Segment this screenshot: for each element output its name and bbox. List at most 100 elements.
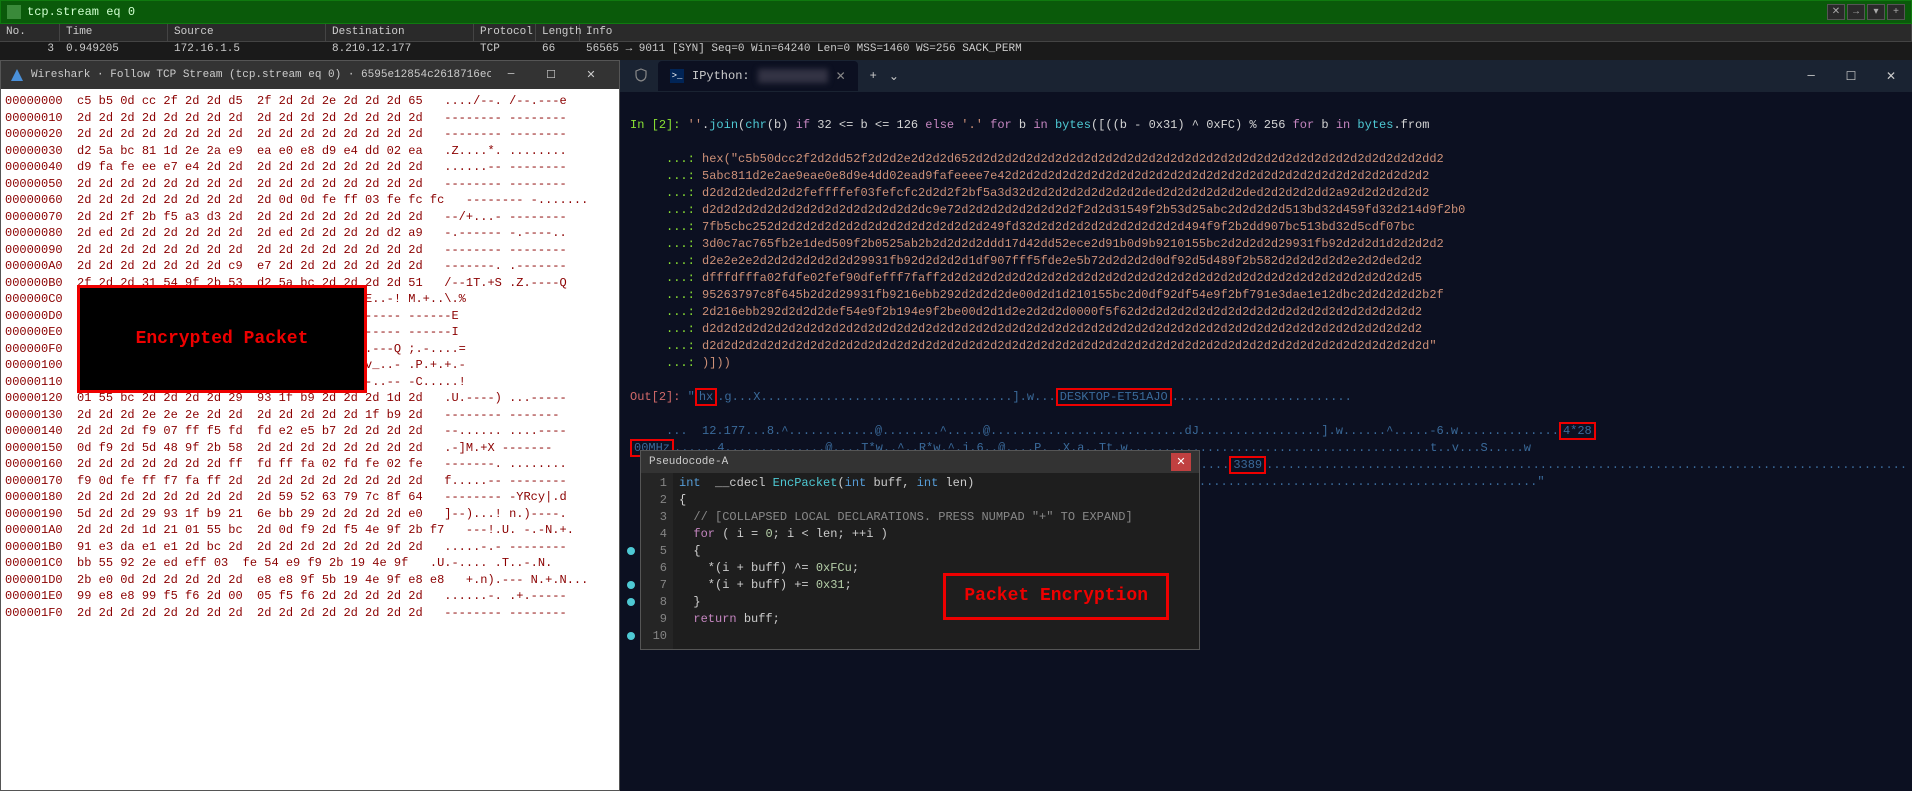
out-hx-box: hx [695,388,717,406]
terminal-panel: >_ IPython: ✕ + ⌄ ─ ☐ ✕ In [2]: ''.join(… [620,60,1912,791]
hex-line: 00000190 5d 2d 2d 29 93 1f b9 21 6e bb 2… [5,506,615,523]
ipy-hex-line: ...: dfffdfffa02fdfe02fef90dfefff7faff2d… [630,270,1907,287]
ipy-hex-line: ...: 2d216ebb292d2d2d2def54e9f2b194e9f2b… [630,304,1907,321]
ipy-hex-line: ...: d2d2d2d2d2d2d2d2d2d2d2d2d2d2d2d2d2d… [630,321,1907,338]
ipy-hex-line: ...: 7fb5cbc252d2d2d2d2d2d2d2d2d2d2d2d2d… [630,219,1907,236]
tab-dropdown-icon[interactable]: ⌄ [889,69,899,84]
pseudo-line: { [679,543,1193,560]
ipy-hex-line: ...: d2e2e2e2d2d2d2d2d2d2d29931fb92d2d2d… [630,253,1907,270]
filter-icon [7,5,21,19]
hex-line: 00000010 2d 2d 2d 2d 2d 2d 2d 2d 2d 2d 2… [5,110,615,127]
hex-line: 00000050 2d 2d 2d 2d 2d 2d 2d 2d 2d 2d 2… [5,176,615,193]
hex-line: 00000040 d9 fa fe ee e7 e4 2d 2d 2d 2d 2… [5,159,615,176]
col-time[interactable]: Time [60,24,168,41]
maximize-button[interactable]: ☐ [531,61,571,89]
hex-line: 00000170 f9 0d fe ff f7 fa ff 2d 2d 2d 2… [5,473,615,490]
pseudocode-panel: Pseudocode-A ✕ 12345678910 int __cdecl E… [640,450,1200,650]
display-filter-bar[interactable]: tcp.stream eq 0 ✕ → ▾ + [0,0,1912,24]
filter-clear-button[interactable]: ✕ [1827,4,1845,20]
terminal-tabbar: >_ IPython: ✕ + ⌄ ─ ☐ ✕ [620,60,1912,92]
term-minimize-button[interactable]: ─ [1791,60,1831,92]
term-close-button[interactable]: ✕ [1871,60,1911,92]
col-no[interactable]: No. [0,24,60,41]
cell-no: 3 [0,42,60,60]
pseudocode-close-button[interactable]: ✕ [1171,453,1191,471]
col-destination[interactable]: Destination [326,24,474,41]
ipy-hex-line: ...: 3d0c7ac765fb2e1ded509f2b0525ab2b2d2… [630,236,1907,253]
out-3389-box: 3389 [1229,456,1266,474]
col-info[interactable]: Info [580,24,1912,41]
tcp-titlebar[interactable]: Wireshark · Follow TCP Stream (tcp.strea… [1,61,619,89]
term-maximize-button[interactable]: ☐ [1831,60,1871,92]
hex-line: 00000030 d2 5a bc 81 1d 2e 2a e9 ea e0 e… [5,143,615,160]
ipy-hex-line: ...: 5abc811d2e2ae9eae0e8d9e4dd02ead9faf… [630,168,1907,185]
pseudocode-gutter: 12345678910 [641,473,673,649]
ipy-hex-line: ...: )])) [630,355,1907,372]
ipy-hex-line: ...: hex("c5b50dcc2f2d2dd52f2d2d2e2d2d2d… [630,151,1907,168]
tab-label: IPython: [692,69,750,83]
pseudocode-title: Pseudocode-A [649,456,1171,468]
encrypted-packet-label: Encrypted Packet [77,285,367,393]
hex-line: 00000020 2d 2d 2d 2d 2d 2d 2d 2d 2d 2d 2… [5,126,615,143]
ipy-hex-line: ...: d2d2d2d2d2d2d2d2d2d2d2d2d2d2d2dc9e7… [630,202,1907,219]
hex-line: 00000160 2d 2d 2d 2d 2d 2d 2d ff fd ff f… [5,456,615,473]
col-length[interactable]: Length [536,24,580,41]
close-button[interactable]: ✕ [571,61,611,89]
hex-line: 000001C0 bb 55 92 2e ed eff 03 fe 54 e9 … [5,555,615,572]
packet-encryption-label: Packet Encryption [943,573,1169,620]
packet-row[interactable]: 3 0.949205 172.16.1.5 8.210.12.177 TCP 6… [0,42,1912,60]
ipy-hex-line: ...: 95263797c8f645b2d2d29931fb9216ebb29… [630,287,1907,304]
filter-apply-button[interactable]: → [1847,4,1865,20]
hex-line: 000001D0 2b e0 0d 2d 2d 2d 2d 2d e8 e8 9… [5,572,615,589]
cell-destination: 8.210.12.177 [326,42,474,60]
terminal-tab[interactable]: >_ IPython: ✕ [658,61,858,91]
pseudocode-titlebar[interactable]: Pseudocode-A ✕ [641,451,1199,473]
hex-line: 00000150 0d f9 2d 5d 48 9f 2b 58 2d 2d 2… [5,440,615,457]
hex-line: 000001A0 2d 2d 2d 1d 21 01 55 bc 2d 0d f… [5,522,615,539]
tcp-stream-window: Wireshark · Follow TCP Stream (tcp.strea… [0,60,620,791]
pseudo-line: int __cdecl EncPacket(int buff, int len) [679,475,1193,492]
wireshark-icon [9,67,25,83]
hex-line: 00000140 2d 2d 2d f9 07 ff f5 fd fd e2 e… [5,423,615,440]
shield-icon [634,68,650,84]
new-tab-button[interactable]: + [870,69,877,83]
pseudo-line: for ( i = 0; i < len; ++i ) [679,526,1193,543]
cell-length: 66 [536,42,580,60]
filter-add-button[interactable]: + [1887,4,1905,20]
hex-line: 00000000 c5 b5 0d cc 2f 2d 2d d5 2f 2d 2… [5,93,615,110]
filter-text[interactable]: tcp.stream eq 0 [27,5,1827,19]
main-area: Wireshark · Follow TCP Stream (tcp.strea… [0,60,1912,791]
ipython-output[interactable]: In [2]: ''.join(chr(b) if 32 <= b <= 126… [620,92,1912,791]
powershell-icon: >_ [670,69,684,83]
hex-line: 000001F0 2d 2d 2d 2d 2d 2d 2d 2d 2d 2d 2… [5,605,615,622]
filter-buttons: ✕ → ▾ + [1827,4,1905,20]
hex-line: 00000070 2d 2d 2f 2b f5 a3 d3 2d 2d 2d 2… [5,209,615,226]
hex-line: 000001E0 99 e8 e8 99 f5 f6 2d 00 05 f5 f… [5,588,615,605]
pseudocode-body[interactable]: 12345678910 int __cdecl EncPacket(int bu… [641,473,1199,649]
minimize-button[interactable]: ─ [491,61,531,89]
hex-line: 000001B0 91 e3 da e1 e1 2d bc 2d 2d 2d 2… [5,539,615,556]
ipy-hex-line: ...: d2d2d2d2d2d2d2d2d2d2d2d2d2d2d2d2d2d… [630,338,1907,355]
hex-line: 00000060 2d 2d 2d 2d 2d 2d 2d 2d 2d 0d 0… [5,192,615,209]
cell-time: 0.949205 [60,42,168,60]
hex-line: 00000090 2d 2d 2d 2d 2d 2d 2d 2d 2d 2d 2… [5,242,615,259]
out-desktop-box: DESKTOP-ET51AJO [1056,388,1172,406]
cell-info: 56565 → 9011 [SYN] Seq=0 Win=64240 Len=0… [580,42,1912,60]
hex-line: 00000080 2d ed 2d 2d 2d 2d 2d 2d 2d ed 2… [5,225,615,242]
cell-protocol: TCP [474,42,536,60]
ipy-hex-line: ...: d2d2d2ded2d2d2feffffef03fefcfc2d2d2… [630,185,1907,202]
hex-line: 00000180 2d 2d 2d 2d 2d 2d 2d 2d 2d 59 5… [5,489,615,506]
col-protocol[interactable]: Protocol [474,24,536,41]
filter-history-button[interactable]: ▾ [1867,4,1885,20]
tab-close-icon[interactable]: ✕ [836,69,846,84]
pseudocode-code: int __cdecl EncPacket(int buff, int len)… [673,473,1199,649]
hex-line: 00000130 2d 2d 2d 2e 2e 2e 2d 2d 2d 2d 2… [5,407,615,424]
pseudo-line: // [COLLAPSED LOCAL DECLARATIONS. PRESS … [679,509,1193,526]
tcp-title: Wireshark · Follow TCP Stream (tcp.strea… [31,69,491,81]
out-428-box: 4*28 [1559,422,1596,440]
tab-blur [758,69,828,83]
hex-line: 000000A0 2d 2d 2d 2d 2d 2d 2d c9 e7 2d 2… [5,258,615,275]
col-source[interactable]: Source [168,24,326,41]
pseudo-line: { [679,492,1193,509]
tcp-hex-body[interactable]: 00000000 c5 b5 0d cc 2f 2d 2d d5 2f 2d 2… [1,89,619,790]
